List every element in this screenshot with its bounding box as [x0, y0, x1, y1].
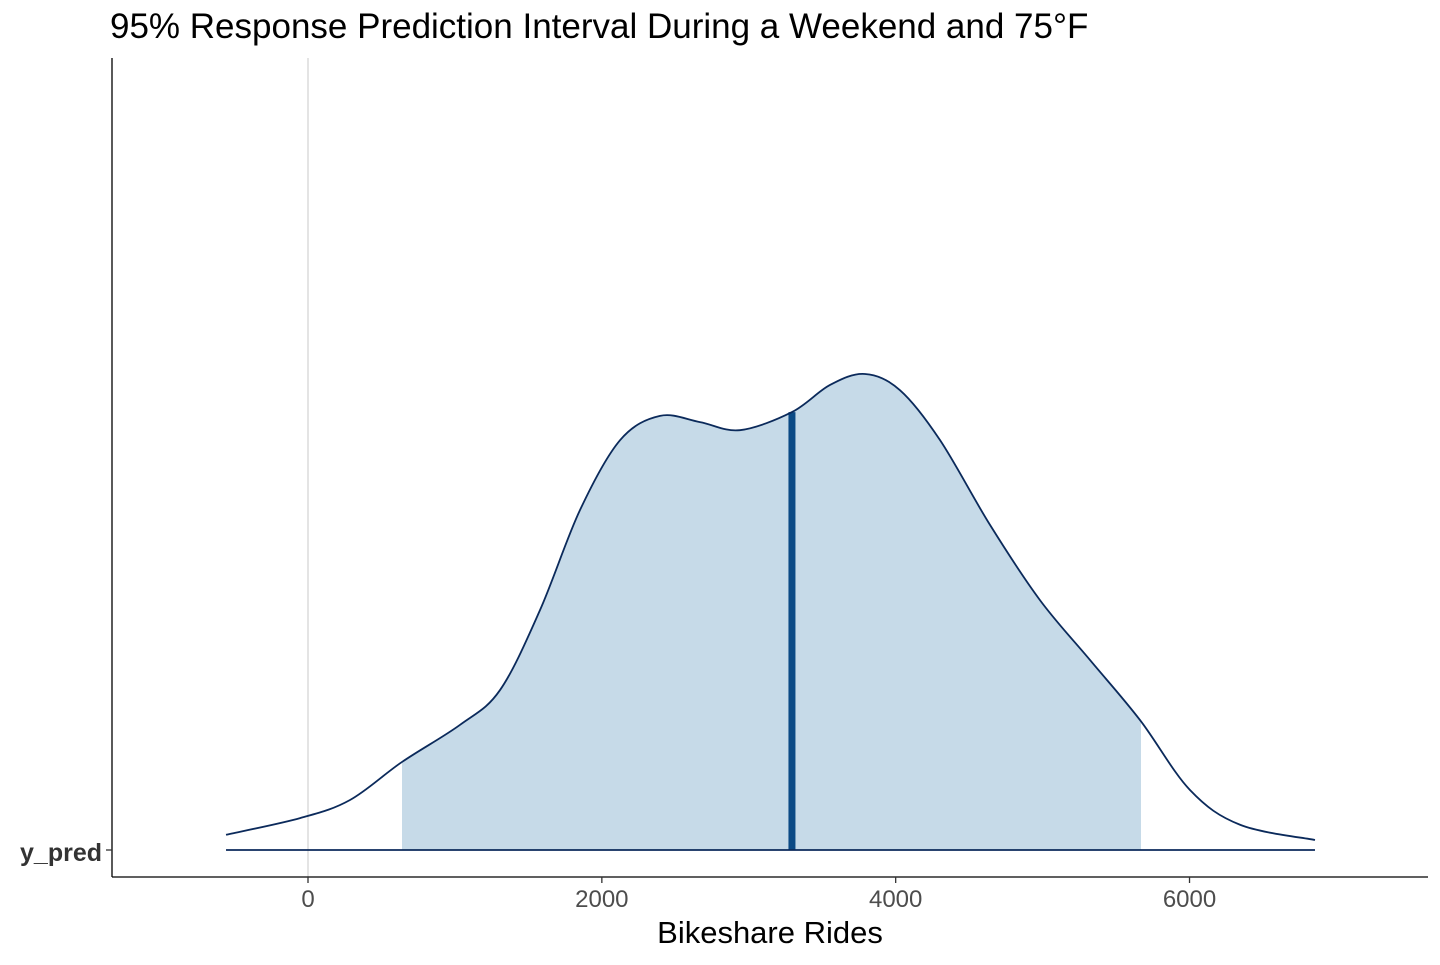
- interval-shaded-area: [402, 373, 1142, 850]
- x-tick-label: 2000: [575, 886, 628, 913]
- density-curve: [225, 373, 1316, 841]
- y-tick-label: y_pred: [20, 839, 102, 867]
- x-tick-label: 4000: [869, 886, 922, 913]
- x-tick-label: 6000: [1163, 886, 1216, 913]
- x-axis-label: Bikeshare Rides: [657, 915, 883, 950]
- chart-title: 95% Response Prediction Interval During …: [110, 7, 1088, 46]
- x-tick-label: 0: [301, 886, 314, 913]
